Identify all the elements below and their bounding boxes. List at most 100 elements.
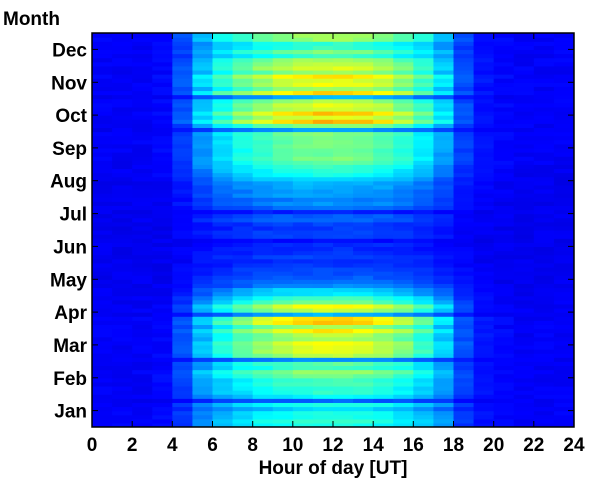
heatmap-cell: [333, 299, 354, 305]
heatmap-cell: [112, 357, 133, 362]
heatmap-cell: [393, 336, 414, 342]
heatmap-cell: [333, 398, 354, 403]
heatmap-cell: [373, 197, 394, 202]
heatmap-cell: [353, 353, 374, 358]
heatmap-cell: [413, 193, 435, 198]
heatmap-cell: [453, 205, 475, 211]
heatmap-cell: [513, 164, 535, 170]
heatmap-cell: [553, 143, 574, 149]
heatmap-cell: [112, 414, 133, 420]
heatmap-cell: [373, 41, 394, 46]
heatmap-cell: [312, 410, 334, 416]
heatmap-cell: [513, 377, 535, 383]
heatmap-cell: [473, 398, 495, 403]
heatmap-cell: [493, 123, 515, 128]
heatmap-cell: [272, 78, 294, 83]
heatmap-cell: [172, 324, 194, 330]
heatmap-cell: [192, 110, 214, 116]
heatmap-cell: [453, 390, 475, 395]
heatmap-cell: [553, 349, 574, 354]
heatmap-cell: [433, 340, 455, 346]
heatmap-cell: [393, 406, 414, 412]
heatmap-cell: [333, 266, 354, 272]
heatmap-cell: [272, 250, 294, 256]
heatmap-cell: [132, 197, 153, 202]
heatmap-cell: [373, 262, 394, 268]
heatmap-cell: [333, 275, 354, 280]
heatmap-cell: [413, 291, 435, 297]
heatmap-cell: [393, 90, 414, 96]
heatmap-cell: [433, 127, 455, 133]
heatmap-cell: [292, 312, 314, 317]
heatmap-cell: [272, 336, 294, 342]
heatmap-cell: [252, 160, 274, 165]
heatmap-cell: [292, 205, 314, 211]
heatmap-cell: [92, 349, 113, 354]
heatmap-cell: [353, 410, 374, 416]
heatmap-cell: [433, 398, 455, 403]
heatmap-cell: [493, 258, 515, 264]
heatmap-cell: [272, 349, 294, 354]
heatmap-cell: [252, 353, 274, 358]
heatmap-cell: [232, 217, 254, 223]
heatmap-cell: [272, 365, 294, 371]
heatmap-cell: [533, 316, 555, 321]
heatmap-cell: [312, 57, 334, 63]
heatmap-cell: [232, 398, 254, 403]
heatmap-cell: [92, 299, 113, 305]
heatmap-cell: [112, 324, 133, 330]
heatmap-cell: [292, 221, 314, 227]
heatmap-cell: [192, 258, 214, 264]
x-tick-label-14: 14: [363, 435, 385, 456]
heatmap-cell: [312, 361, 334, 367]
heatmap-cell: [393, 373, 414, 379]
heatmap-cell: [433, 74, 455, 79]
heatmap-cell: [232, 279, 254, 284]
heatmap-cell: [513, 139, 535, 145]
heatmap-cell: [312, 307, 334, 313]
heatmap-cell: [152, 193, 173, 198]
heatmap-cell: [192, 193, 214, 198]
heatmap-cell: [493, 127, 515, 133]
heatmap-cell: [152, 349, 173, 354]
y-tick-marks: [92, 48, 574, 412]
heatmap-cell: [152, 271, 173, 276]
heatmap-cell: [533, 156, 555, 161]
heatmap-cell: [192, 205, 214, 211]
heatmap-cell: [232, 406, 254, 412]
heatmap-cell: [92, 168, 113, 174]
heatmap-cell: [112, 45, 133, 51]
heatmap-cell: [92, 94, 113, 100]
heatmap-cell: [152, 41, 173, 46]
heatmap-cell: [493, 418, 515, 424]
heatmap-cell: [433, 295, 455, 301]
heatmap-cell: [533, 361, 555, 367]
heatmap-cell: [333, 225, 354, 231]
heatmap-cell: [92, 152, 113, 157]
heatmap-cell: [413, 176, 435, 182]
heatmap-cell: [112, 180, 133, 186]
heatmap-cell: [553, 234, 574, 239]
heatmap-cell: [112, 406, 133, 412]
heatmap-cell: [112, 110, 133, 116]
heatmap-cell: [132, 217, 153, 223]
heatmap-cell: [373, 193, 394, 198]
heatmap-cell: [232, 303, 254, 309]
heatmap-cell: [132, 287, 153, 293]
heatmap-cell: [373, 299, 394, 305]
heatmap-cell: [212, 422, 234, 427]
heatmap-cell: [333, 377, 354, 383]
heatmap-cell: [132, 357, 153, 362]
heatmap-cell: [172, 135, 194, 141]
heatmap-cell: [533, 193, 555, 198]
heatmap-cell: [353, 365, 374, 371]
heatmap-cell: [433, 217, 455, 223]
heatmap-cell: [453, 127, 475, 133]
heatmap-cell: [393, 131, 414, 137]
heatmap-cell: [413, 115, 435, 120]
heatmap-cell: [272, 369, 294, 375]
heatmap-cell: [373, 398, 394, 403]
heatmap-cell: [473, 143, 495, 149]
heatmap-cell: [373, 69, 394, 75]
